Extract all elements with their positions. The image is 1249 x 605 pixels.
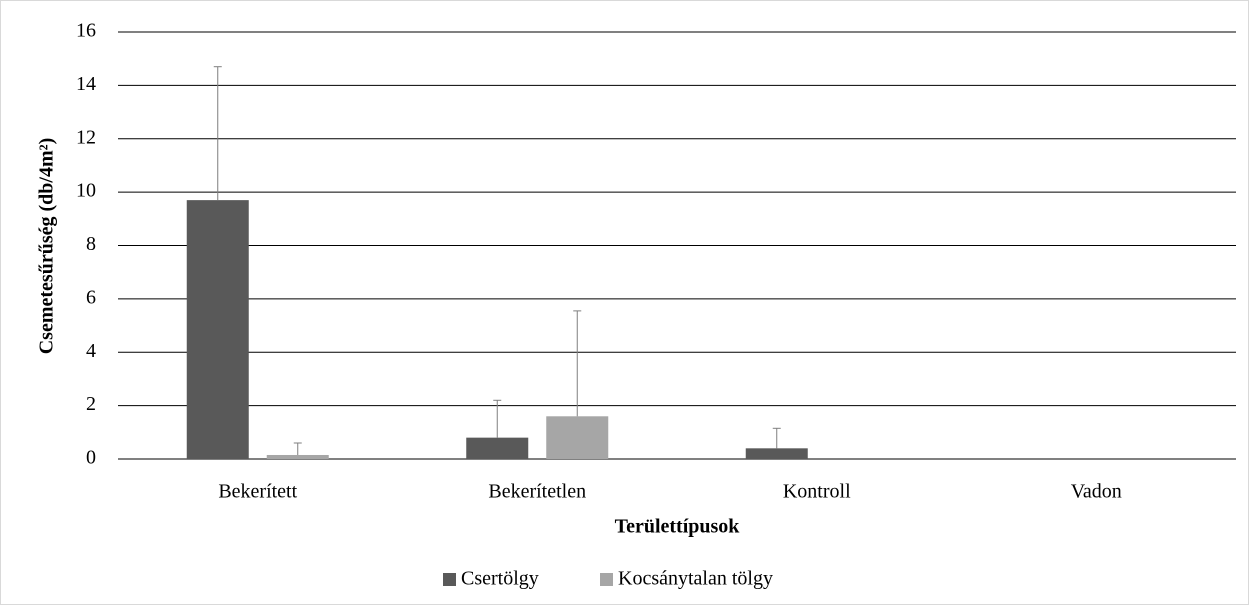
y-tick-label: 6 — [86, 286, 96, 308]
x-axis-label: Területtípusok — [615, 516, 741, 538]
y-tick-label: 16 — [76, 20, 96, 42]
y-tick-label: 2 — [86, 393, 96, 415]
x-tick-label: Bekerített — [218, 481, 297, 503]
bar — [466, 437, 529, 459]
y-tick-label: 12 — [76, 126, 96, 148]
legend-label: Csertölgy — [461, 568, 539, 590]
y-tick-label: 4 — [86, 340, 96, 362]
y-tick-label: 8 — [86, 233, 96, 255]
x-tick-label: Vadon — [1071, 481, 1122, 503]
legend-swatch — [600, 573, 613, 586]
legend-swatch — [443, 573, 456, 586]
bar — [546, 416, 609, 459]
y-tick-label: 14 — [76, 73, 96, 95]
bar — [266, 454, 329, 459]
legend-label: Kocsánytalan tölgy — [618, 568, 773, 590]
x-tick-label: Bekerítetlen — [488, 481, 586, 503]
x-tick-label: Kontroll — [783, 481, 851, 503]
y-axis-label: Csemetesűrűség (db/4m²) — [36, 138, 58, 355]
y-tick-label: 0 — [86, 447, 96, 469]
y-tick-label: 10 — [76, 180, 96, 202]
bar — [186, 200, 249, 459]
bar — [745, 448, 808, 459]
